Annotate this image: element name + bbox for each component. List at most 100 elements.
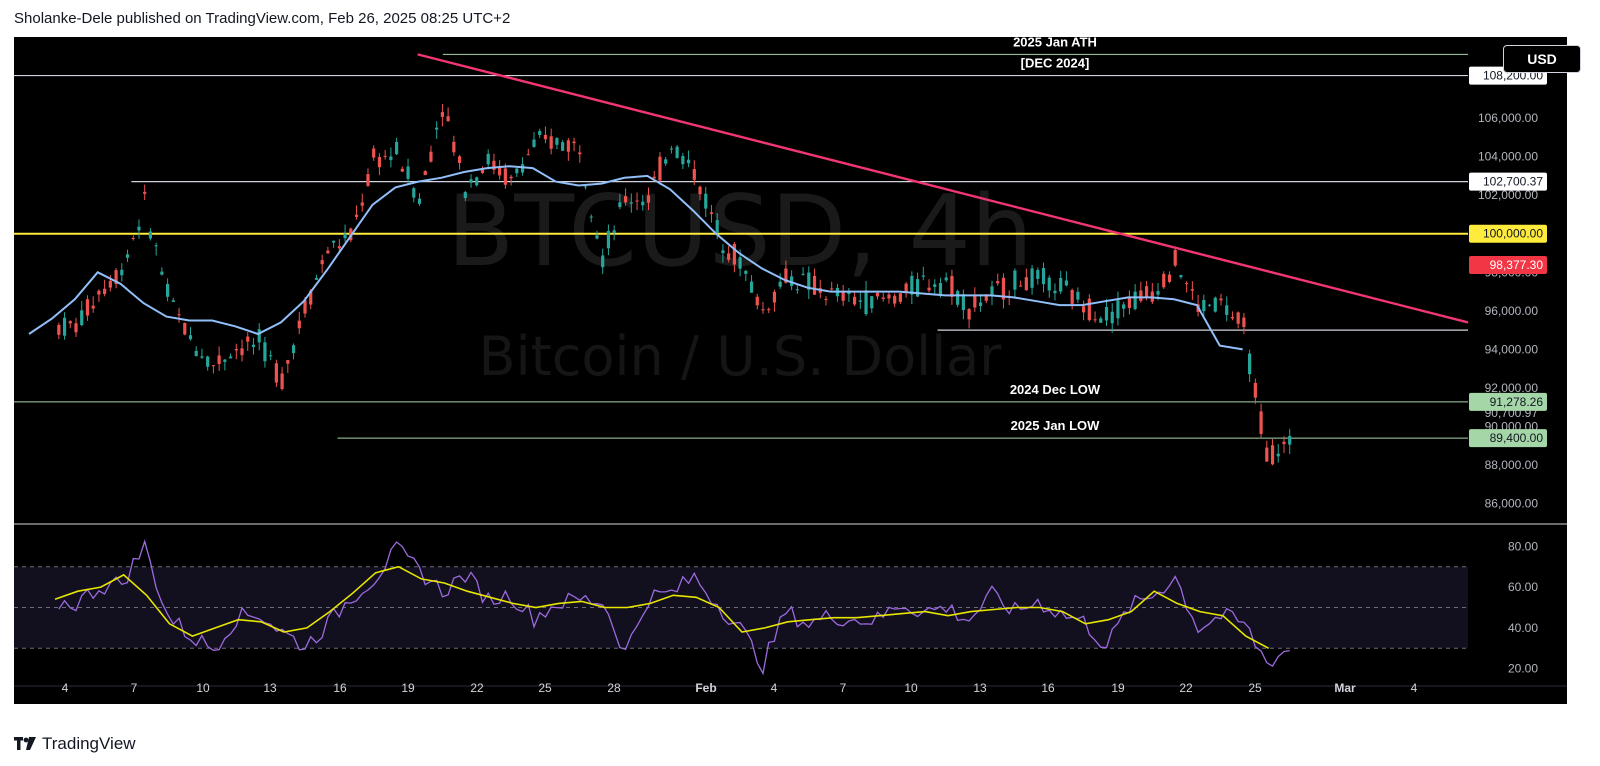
candle-body [291,345,296,354]
candle-body [1104,306,1109,321]
candle-body [452,141,456,153]
candle-body [721,250,725,254]
candle-body [1099,318,1103,323]
price-tag-label: 89,400.00 [1490,431,1544,445]
candle-body [601,255,605,268]
levels: 2025 Jan ATH[DEC 2024]108,200.00102,700.… [14,34,1547,448]
candle-body [864,290,868,315]
candle-body [303,300,307,314]
candle-body [1236,312,1240,324]
candle-body [578,152,582,155]
candle-body [469,179,473,183]
candle-body [807,272,811,290]
candle-body [572,141,576,144]
candle-body [841,291,845,301]
candle-body [515,168,519,174]
candle-body [715,220,719,233]
candle-body [228,356,233,359]
candle-body [435,127,439,130]
candle-body [332,240,336,243]
candle-body [801,273,805,275]
candle-body [561,142,565,151]
price-tick-label: 86,000.00 [1485,497,1539,511]
candle-body [761,309,765,311]
candle-body [893,295,897,304]
candle-body [658,156,662,181]
candle-body [383,155,387,157]
candle-body [389,156,393,161]
candle-body [812,275,817,295]
candle-body [1076,291,1080,300]
candle-body [91,305,95,309]
trendline [417,53,1469,324]
candle-body [457,156,462,163]
candle-body [624,196,628,203]
level-label: 2024 Dec LOW [1010,382,1101,397]
candle-body [555,138,559,145]
current-price-tag: 98,377.30 [1469,256,1547,275]
candle-body [1248,353,1252,375]
candle-body [755,296,759,306]
candle-body [480,169,485,173]
candle-body [652,176,656,179]
candle-body [1213,297,1217,312]
time-axis: 4 7 10 13 16 19 22 25 28 Feb 4 7 10 13 16 19 22 25 Mar 4 [62,681,1418,695]
candle-body [1156,291,1160,295]
candle-body [870,296,874,309]
candle-body [503,168,507,185]
currency-button[interactable]: USD [1503,45,1581,73]
candle-body [1087,298,1091,321]
candle-body [97,290,101,295]
candle-body [664,159,668,164]
candle-body [595,235,599,239]
candle-body [1070,289,1074,304]
candle-body [377,156,382,168]
candles [57,104,1292,466]
candle-body [486,153,490,165]
candle-body [635,200,639,202]
candle-body [944,277,948,281]
candle-body [973,294,977,308]
current-price-bg [1469,256,1547,275]
time-tick-label: 25 [538,681,552,695]
candle-body [103,288,107,295]
price-tag: 89,400.00 [1469,429,1547,448]
candle-body [166,284,170,297]
price-tick-label: 92,000.00 [1485,381,1539,395]
candle-body [206,356,210,367]
current-price-label: 98,377.30 [1490,258,1544,272]
candle-body [629,202,633,204]
candle-body [1122,304,1126,309]
candle-body [1047,277,1051,291]
time-tick-label: 4 [771,681,778,695]
candle-body [1019,285,1023,287]
time-tick-label: 7 [131,681,138,695]
candle-body [847,291,851,295]
candle-body [1288,435,1292,445]
candle-body [1059,277,1063,292]
candle-body [898,293,902,302]
time-tick-label: 28 [607,681,621,695]
tradingview-logo-icon [14,737,36,750]
candle-body [675,146,679,158]
time-tick-label: 16 [333,681,347,695]
candle-body [990,286,994,297]
candle-body [1064,280,1069,286]
candle-body [314,277,319,280]
rsi-tick-label: 60.00 [1508,580,1538,594]
candle-body [772,291,777,303]
level-label: 2025 Jan LOW [1011,418,1101,433]
time-tick-label: Feb [695,681,716,695]
rsi-pane: 20.00 40.00 60.00 80.00 [14,539,1538,676]
level-label: [DEC 2024] [1021,56,1090,71]
candle-body [732,243,736,265]
candle-body [62,317,67,336]
candle-body [74,323,78,333]
candle-body [1282,441,1286,445]
candle-body [234,348,238,351]
time-tick-label: 19 [401,681,415,695]
candle-body [1110,311,1114,324]
time-tick-label: 10 [904,681,918,695]
candle-body [160,271,164,275]
